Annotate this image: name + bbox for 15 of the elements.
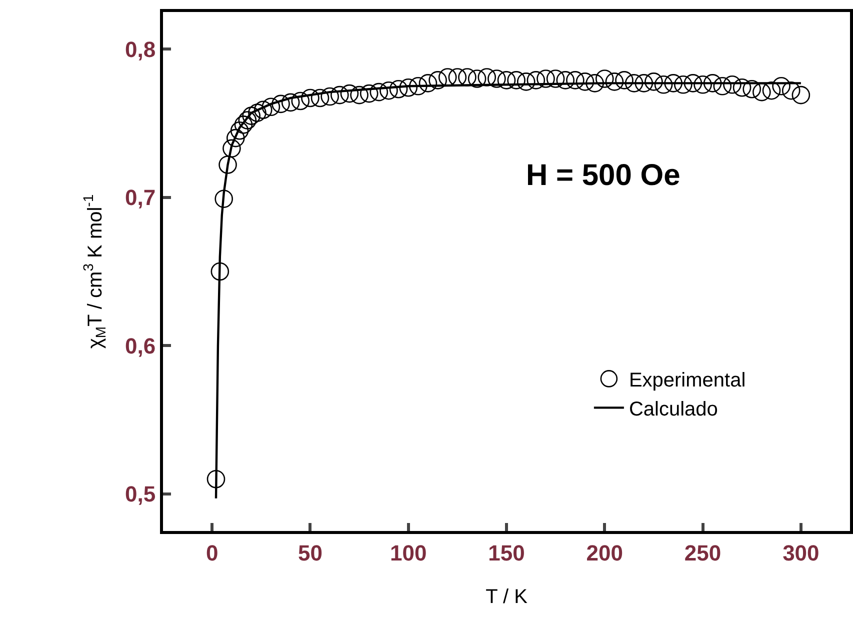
legend-label: Experimental — [628, 370, 746, 392]
legend-label: Calculado — [628, 398, 718, 420]
y-tick-label: 0,5 — [125, 482, 156, 507]
x-tick-label: 0 — [206, 540, 218, 566]
x-tick-label: 250 — [684, 540, 722, 566]
y-tick-label: 0,6 — [125, 333, 156, 358]
y-tick-label: 0,7 — [125, 185, 156, 210]
x-tick-label: 50 — [298, 540, 322, 566]
x-tick-label: 100 — [390, 540, 427, 566]
y-tick-label: 0,8 — [125, 36, 156, 62]
x-tick-label: 300 — [782, 540, 820, 566]
x-tick-label: 150 — [488, 540, 525, 566]
x-tick-label: 200 — [586, 540, 623, 566]
annotation: H = 500 Oe — [526, 159, 680, 192]
x-axis-title: T / K — [486, 586, 528, 608]
